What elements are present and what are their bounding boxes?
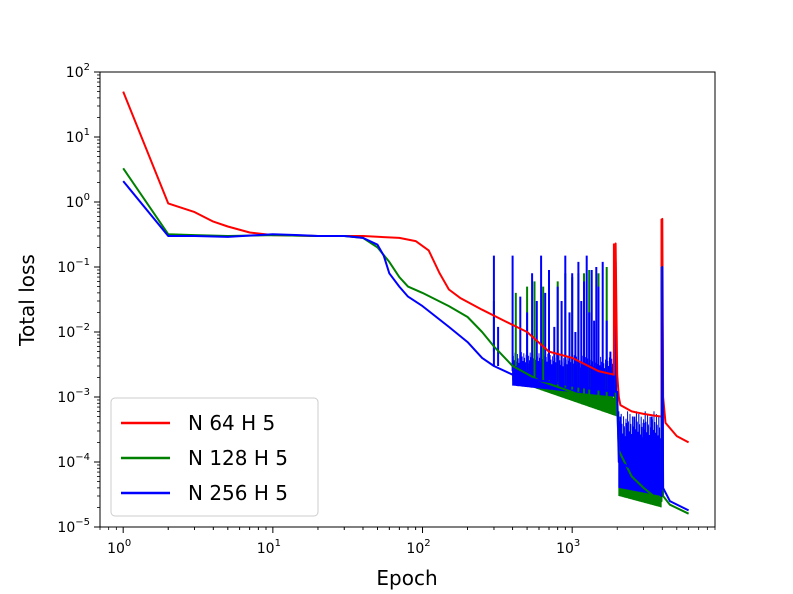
plot-frame [99, 71, 716, 528]
y-tick-label: 100 [66, 192, 90, 211]
y-axis-ticks: 10−5 10−4 10−3 10−2 10−1 100 101 102 [57, 62, 100, 536]
y-tick-label: 10−4 [57, 452, 90, 471]
x-axis-ticks: 100 101 102 103 [99, 527, 716, 557]
series-lines [122, 91, 690, 515]
y-axis-title: Total loss [15, 254, 39, 347]
legend: N 64 H 5 N 128 H 5 N 256 H 5 [110, 397, 319, 517]
x-tick-label: 101 [257, 538, 281, 557]
legend-box [110, 397, 319, 517]
y-tick-label: 10−5 [57, 517, 90, 536]
y-tick-label: 10−3 [57, 387, 90, 406]
x-tick-label: 103 [556, 538, 580, 557]
x-tick-label: 100 [107, 538, 131, 557]
legend-label: N 128 H 5 [188, 446, 288, 470]
y-tick-label: 10−1 [57, 257, 90, 276]
legend-label: N 64 H 5 [188, 411, 275, 435]
series-line [122, 180, 690, 512]
y-tick-label: 101 [66, 127, 90, 146]
legend-label: N 256 H 5 [188, 481, 288, 505]
x-axis-title: Epoch [376, 566, 437, 590]
y-tick-label: 102 [66, 62, 90, 81]
y-tick-label: 10−2 [57, 322, 90, 341]
x-tick-label: 102 [406, 538, 430, 557]
